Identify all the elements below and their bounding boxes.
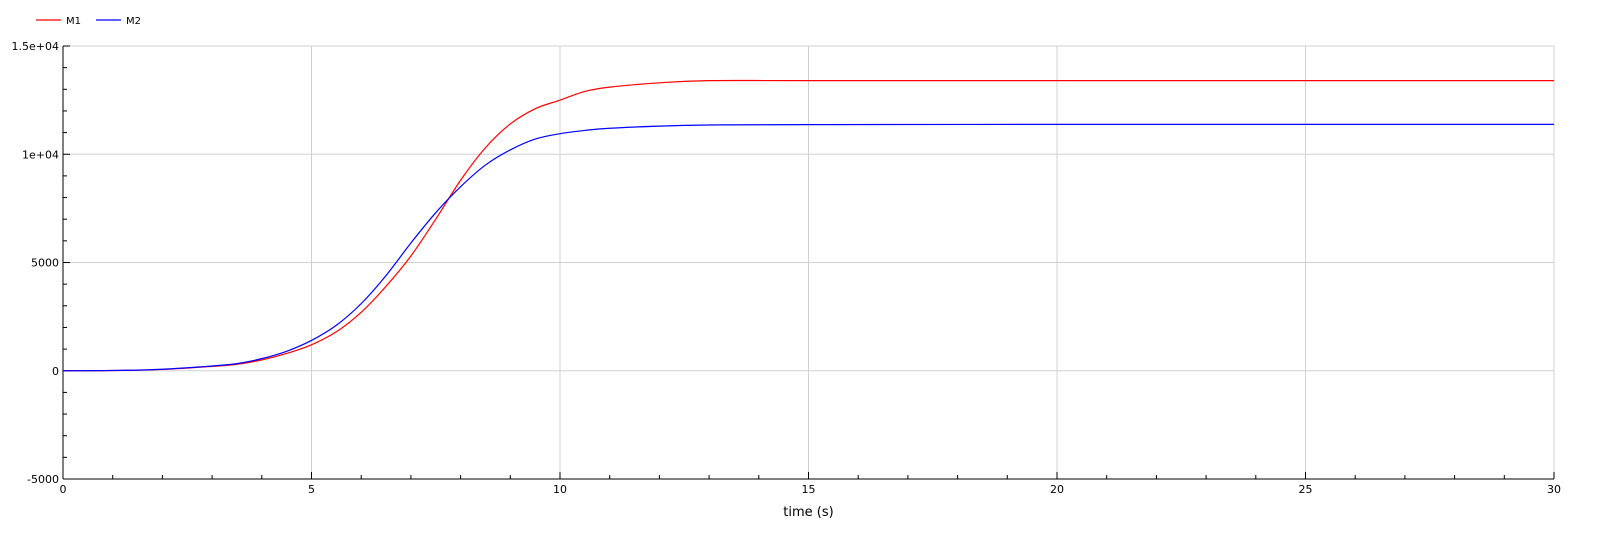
x-tick-label: 10 (553, 483, 567, 496)
legend-label-m1: M1 (66, 16, 81, 27)
series-line-m2 (62, 123, 1554, 372)
series-lines (62, 79, 1554, 372)
x-axis-title: time (s) (783, 505, 833, 520)
legend: M1 M2 (36, 16, 141, 27)
y-tick-label: 1e+04 (22, 148, 59, 161)
y-tick-label: 0 (52, 365, 59, 378)
y-tick-label: 5000 (31, 257, 59, 270)
grid (62, 45, 1555, 480)
y-tick-label: -5000 (27, 473, 59, 486)
x-tick-label: 25 (1299, 483, 1313, 496)
legend-label-m2: M2 (126, 16, 141, 27)
x-tick-label: 5 (308, 483, 315, 496)
x-tick-label: 30 (1547, 483, 1561, 496)
y-tick-label: 1.5e+04 (12, 40, 59, 53)
x-tick-label: 15 (802, 483, 816, 496)
x-tick-label: 20 (1050, 483, 1064, 496)
series-line-m1 (62, 79, 1554, 372)
x-tick-label: 0 (60, 483, 67, 496)
